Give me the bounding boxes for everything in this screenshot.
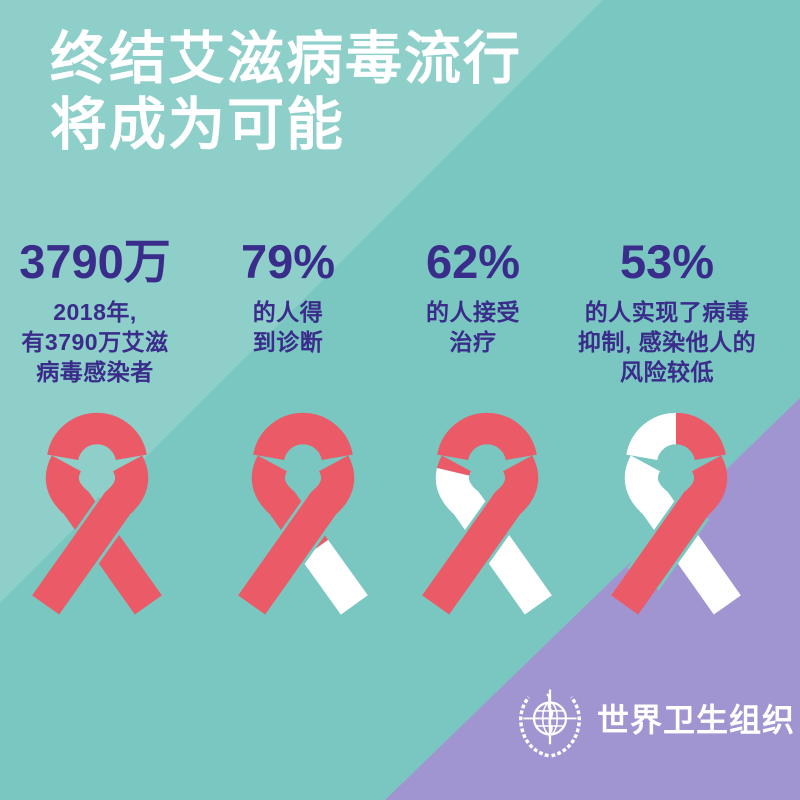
ribbon-crown-left [253, 412, 305, 462]
title-line-2: 将成为可能 [50, 93, 345, 157]
stat-value: 3790万 [19, 235, 171, 288]
stat-description: 的人实现了病毒 抑制, 感染他人的 风险较低 [567, 297, 767, 387]
emblem-serpent [546, 693, 554, 738]
stat-column-2: 79% 的人得到诊断 [188, 238, 388, 357]
title-line-1: 终结艾滋病毒流行 [50, 27, 522, 91]
aids-ribbon-icon [238, 412, 368, 615]
ribbon-crown-right [301, 412, 353, 462]
stat-description-line: 治疗 [449, 329, 497, 355]
aids-ribbon-icon [422, 412, 552, 615]
ribbon-crown-right [674, 412, 726, 462]
stat-description-line: 到诊断 [252, 329, 324, 355]
aids-ribbon-icon [611, 412, 741, 615]
stat-description-line: 有3790万艾滋 [21, 329, 169, 355]
ribbon-front-band [422, 455, 539, 615]
ribbon-crown-left [437, 412, 489, 462]
ribbon-crown-left [626, 412, 678, 462]
ribbon-back-band-white [624, 455, 741, 615]
emblem-wreath-left [519, 696, 549, 758]
stat-value: 79% [240, 235, 336, 288]
page-title: 终结艾滋病毒流行 将成为可能 [50, 26, 522, 158]
stat-value: 53% [619, 235, 715, 288]
stat-description-line: 病毒感染者 [36, 359, 154, 385]
stat-description-line: 的人接受 [426, 299, 520, 325]
ribbon-front-band [611, 455, 728, 615]
stat-description-line: 2018年, [53, 299, 137, 325]
stat-description: 的人接受 治疗 [373, 297, 573, 357]
ribbon-front-band [238, 455, 355, 615]
stat-description-line: 风险较低 [620, 359, 714, 385]
stat-column-4: 53% 的人实现了病毒 抑制, 感染他人的 风险较低 [567, 238, 767, 387]
background-teal-light-triangle [0, 0, 603, 603]
ribbon-back-band-red [251, 455, 329, 559]
stat-description: 的人得 到诊断 [188, 297, 388, 357]
ribbon-back-band-red-fold [436, 455, 472, 476]
org-name: 世界卫生组织 [597, 702, 796, 738]
stat-description-line: 抑制, 感染他人的 [577, 329, 757, 355]
ribbon-back-band-white [435, 467, 552, 615]
ribbon-back-band-white-tail [301, 539, 368, 615]
aids-ribbon-icon [32, 412, 162, 615]
stat-description-line: 的人得 [252, 299, 324, 325]
stat-value: 62% [425, 235, 521, 288]
ribbon-crown-right [485, 412, 537, 462]
stat-column-1: 3790万 2018年, 有3790万艾滋 病毒感染者 [0, 238, 195, 387]
emblem-wreath-right [551, 696, 581, 758]
who-emblem-icon [519, 689, 581, 758]
ribbon-front-band [32, 455, 149, 615]
stat-description: 2018年, 有3790万艾滋 病毒感染者 [0, 297, 195, 387]
ribbon-back-band [45, 455, 162, 615]
ribbon-crown-left [47, 412, 99, 462]
stat-description-line: 的人实现了病毒 [584, 299, 750, 325]
ribbon-crown-right [95, 412, 147, 462]
stat-column-3: 62% 的人接受治疗 [373, 238, 573, 357]
